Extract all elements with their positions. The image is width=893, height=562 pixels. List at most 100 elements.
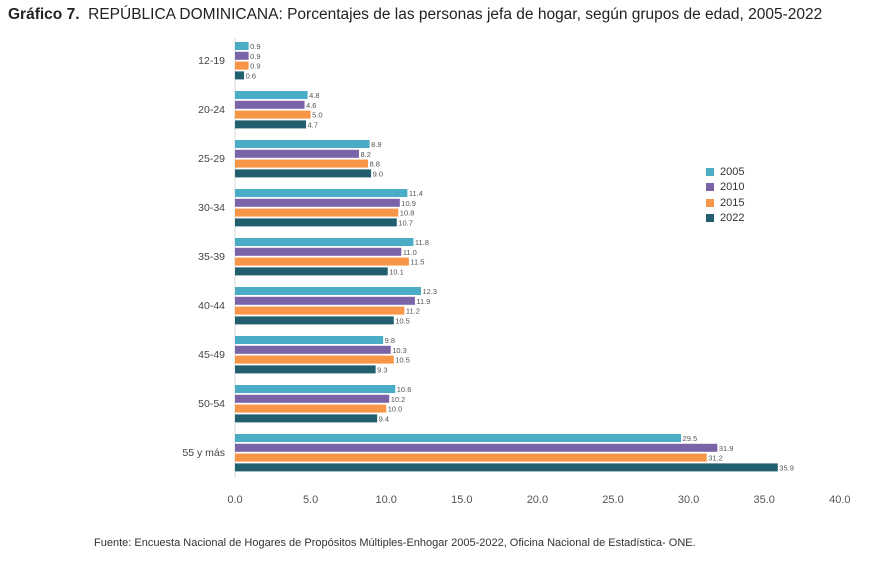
bar-2005-45-49	[235, 336, 384, 344]
bar-2005-12-19	[235, 42, 249, 50]
category-label: 20-24	[198, 104, 225, 116]
category-label: 25-29	[198, 153, 225, 165]
bar-2022-25-29	[235, 169, 372, 178]
data-label: 11.9	[416, 297, 430, 306]
category-label: 35-39	[198, 251, 225, 263]
data-label: 9.3	[377, 365, 387, 374]
data-label: 11.8	[415, 238, 429, 247]
data-label: 11.5	[410, 258, 424, 267]
bar-2022-40-44	[235, 316, 394, 325]
data-label: 11.0	[403, 248, 417, 257]
bar-2010-45-49	[235, 345, 391, 354]
bar-2010-40-44	[235, 296, 415, 305]
bar-2005-20-24	[235, 91, 308, 99]
category-label: 30-34	[198, 202, 225, 214]
bar-2005-55-y-más	[235, 434, 682, 442]
bar-2010-35-39	[235, 247, 402, 256]
legend-swatch	[706, 167, 714, 176]
data-label: 4.8	[309, 91, 319, 100]
bar-2022-55-y-más	[235, 463, 778, 472]
bar-2010-25-29	[235, 149, 359, 158]
data-label: 0.9	[250, 62, 260, 71]
bar-2022-12-19	[235, 71, 245, 80]
legend-label: 2022	[720, 212, 745, 225]
bar-2015-30-34	[235, 208, 399, 217]
data-label: 29.5	[683, 434, 698, 443]
data-label: 10.5	[395, 356, 410, 365]
bar-2005-50-54	[235, 385, 396, 393]
bar-2015-35-39	[235, 257, 409, 266]
data-label: 8.2	[360, 150, 370, 159]
legend-item-2005: 2005	[706, 164, 744, 180]
data-label: 10.8	[400, 209, 415, 218]
category-label: 50-54	[198, 398, 225, 410]
category-label: 12-19	[198, 55, 225, 67]
data-label: 10.3	[392, 346, 407, 355]
x-tick-label: 5.0	[303, 494, 318, 506]
data-label: 0.9	[250, 52, 260, 61]
legend-item-2022: 2022	[706, 211, 744, 227]
bar-2015-40-44	[235, 306, 405, 315]
bar-2015-45-49	[235, 355, 394, 364]
bar-2015-25-29	[235, 159, 369, 168]
bar-2015-50-54	[235, 404, 387, 413]
x-tick-label: 40.0	[829, 494, 850, 506]
data-label: 10.5	[395, 316, 410, 325]
data-label: 10.2	[391, 395, 406, 404]
data-label: 5.0	[312, 111, 322, 120]
legend-label: 2005	[720, 165, 745, 178]
legend-swatch	[706, 214, 714, 223]
data-label: 9.8	[385, 336, 395, 345]
legend-item-2015: 2015	[706, 195, 744, 211]
bar-2022-35-39	[235, 267, 388, 276]
bar-2005-30-34	[235, 189, 408, 197]
data-label: 0.6	[246, 71, 256, 80]
bar-2022-50-54	[235, 414, 378, 423]
data-label: 31.9	[719, 444, 734, 453]
x-tick-label: 35.0	[753, 494, 774, 506]
chart-title-text: REPÚBLICA DOMINICANA: Porcentajes de las…	[88, 6, 823, 23]
data-label: 4.6	[306, 101, 316, 110]
bar-2005-25-29	[235, 140, 370, 148]
chart-legend: 2005 2010 2015 2022	[706, 164, 744, 226]
bar-2022-30-34	[235, 218, 397, 227]
data-label: 10.0	[388, 405, 403, 414]
legend-swatch	[706, 183, 714, 192]
data-label: 35.9	[779, 463, 794, 472]
bar-2005-35-39	[235, 238, 414, 246]
bar-2005-40-44	[235, 287, 421, 295]
data-label: 8.8	[370, 160, 380, 169]
legend-label: 2015	[720, 196, 745, 209]
data-label: 11.4	[409, 189, 423, 198]
data-label: 4.7	[308, 120, 318, 129]
bar-chart: 0.0 5.0 10.0 15.0 20.0 25.0 30.0 35.0 40.0 12-19 0…	[182, 38, 851, 506]
data-label: 10.7	[398, 218, 413, 227]
data-label: 10.6	[397, 385, 412, 394]
data-label: 10.1	[389, 267, 404, 276]
data-label: 9.4	[379, 414, 389, 423]
bar-2010-50-54	[235, 394, 390, 403]
legend-swatch	[706, 198, 714, 207]
x-tick-label: 30.0	[678, 494, 699, 506]
bar-2015-55-y-más	[235, 453, 707, 462]
chart-title-lead: Gráfico 7.	[8, 6, 80, 23]
bar-2015-20-24	[235, 110, 311, 119]
legend-label: 2010	[720, 181, 745, 194]
data-label: 8.9	[371, 140, 381, 149]
bar-2022-45-49	[235, 365, 376, 374]
bar-2022-20-24	[235, 120, 307, 129]
bar-2010-12-19	[235, 51, 249, 60]
category-label: 55 y más	[182, 447, 225, 459]
x-tick-label: 20.0	[527, 494, 548, 506]
bar-2010-30-34	[235, 198, 400, 207]
data-label: 0.9	[250, 42, 260, 51]
data-label: 10.9	[401, 199, 416, 208]
category-label: 45-49	[198, 349, 225, 361]
bar-2010-55-y-más	[235, 443, 718, 452]
x-tick-label: 15.0	[451, 494, 472, 506]
data-label: 31.2	[708, 454, 723, 463]
bar-2015-12-19	[235, 61, 249, 70]
bar-2010-20-24	[235, 100, 305, 109]
x-tick-label: 0.0	[227, 494, 242, 506]
chart-title: Gráfico 7. REPÚBLICA DOMINICANA: Porcent…	[8, 6, 822, 24]
